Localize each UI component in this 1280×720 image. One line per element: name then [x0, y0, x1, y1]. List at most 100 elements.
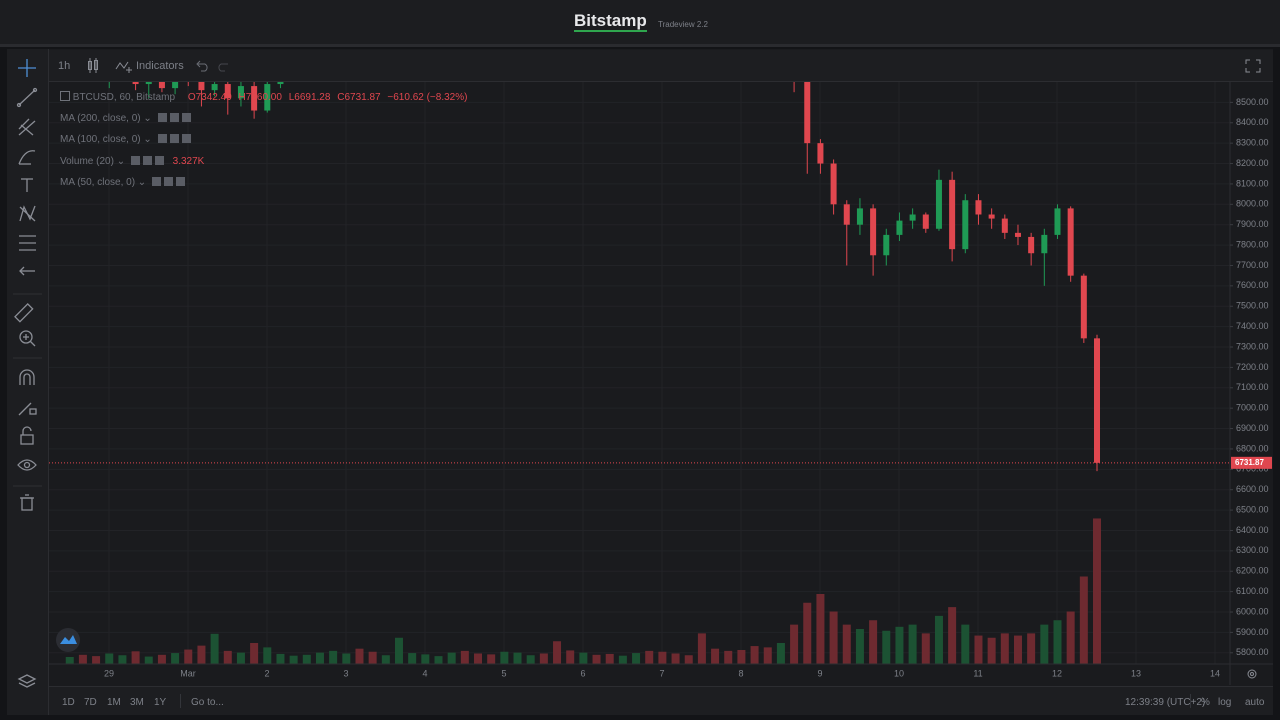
volume-bar — [342, 653, 351, 664]
volume-bar — [553, 641, 562, 664]
x-tick-label: 11 — [973, 668, 982, 678]
volume-bar — [315, 652, 324, 664]
percent-button[interactable]: % — [1201, 697, 1210, 708]
volume-bar — [895, 626, 904, 664]
volume-bar — [157, 654, 166, 664]
candle-body — [843, 204, 850, 225]
volume-bar — [223, 650, 232, 664]
volume-bar — [65, 657, 74, 664]
range-button[interactable]: 7D — [84, 697, 97, 708]
range-button[interactable]: 1Y — [154, 697, 167, 708]
volume-bar — [171, 653, 180, 664]
study-remove[interactable] — [181, 134, 191, 143]
settings-button[interactable] — [1247, 669, 1257, 679]
study-hide[interactable] — [169, 134, 179, 143]
chart-type-button[interactable] — [87, 58, 99, 73]
study-name[interactable]: MA (50, close, 0) — [60, 177, 136, 188]
volume-bar — [460, 650, 469, 664]
pattern-tool[interactable] — [19, 205, 36, 222]
volume-bar — [776, 643, 785, 664]
volume-bar — [513, 652, 522, 664]
study-remove[interactable] — [154, 156, 164, 165]
volume-bar — [882, 630, 891, 664]
goto-button[interactable]: Go to... — [191, 697, 224, 708]
candle-body — [935, 179, 942, 229]
fib-tool[interactable] — [19, 235, 36, 251]
volume-bar — [1066, 611, 1075, 664]
text-tool[interactable] — [21, 178, 33, 192]
indicators-button[interactable]: Indicators — [136, 60, 184, 72]
y-tick-label: 7800.00 — [1236, 239, 1269, 249]
back-tool[interactable] — [19, 266, 35, 276]
study-settings[interactable] — [157, 134, 167, 143]
study-hide[interactable] — [169, 113, 179, 122]
ohlc-label: L — [288, 92, 295, 103]
x-tick-label: 9 — [817, 668, 822, 678]
logo[interactable] — [56, 628, 80, 652]
remove-tool[interactable] — [20, 494, 34, 511]
ohlc-label: H — [238, 92, 246, 103]
plot-area — [49, 82, 1230, 664]
study-hide[interactable] — [163, 177, 173, 186]
candle-body — [1041, 234, 1048, 254]
layers-tool[interactable] — [17, 674, 37, 688]
y-tick-label: 6300.00 — [1236, 545, 1269, 555]
brand[interactable]: Bitstamp — [574, 11, 647, 32]
study-hide[interactable] — [142, 156, 152, 165]
visibility-tool[interactable] — [17, 459, 37, 471]
y-tick-label: 8100.00 — [1236, 178, 1269, 188]
interval-button[interactable]: 1h — [58, 60, 71, 72]
line-tool[interactable] — [16, 87, 38, 108]
y-tick-label: 7500.00 — [1236, 301, 1269, 311]
crosshair-tool[interactable] — [18, 59, 36, 77]
log-button[interactable]: log — [1218, 697, 1232, 708]
auto-button[interactable]: auto — [1245, 697, 1265, 708]
volume-bar — [869, 620, 878, 664]
candle-body — [211, 84, 218, 91]
study-remove[interactable] — [181, 113, 191, 122]
volume-bar — [790, 624, 799, 664]
study-settings[interactable] — [151, 177, 161, 186]
range-button[interactable]: 1D — [62, 697, 75, 708]
fullscreen-button[interactable] — [1245, 59, 1261, 73]
volume-bar — [737, 650, 746, 664]
volume-bar — [1093, 518, 1101, 664]
volume-bar — [302, 654, 311, 664]
ohlc-high: H7360.00 — [239, 92, 282, 103]
grid — [49, 82, 1230, 664]
study-settings[interactable] — [130, 156, 140, 165]
study-name[interactable]: MA (200, close, 0) — [60, 113, 141, 124]
volume-bar — [526, 655, 535, 664]
y-tick-label: 7700.00 — [1236, 260, 1269, 270]
collapse-button[interactable] — [60, 91, 70, 101]
undo-redo[interactable] — [195, 60, 231, 72]
zoom-tool[interactable] — [19, 330, 36, 347]
pitchfork-tool[interactable] — [18, 118, 36, 136]
y-tick-label: 6200.00 — [1236, 566, 1269, 576]
range-button[interactable]: 3M — [130, 697, 144, 708]
volume-bar — [829, 611, 838, 664]
lock-tool[interactable] — [20, 426, 34, 445]
y-tick-label: 5900.00 — [1236, 627, 1269, 637]
y-tick-label: 6600.00 — [1236, 484, 1269, 494]
study-remove[interactable] — [175, 177, 185, 186]
change: −610.62 (−8.32%) — [387, 92, 468, 103]
chart: 5800.00 5900.00 6000.00 6100.00 6200.00 6300.… — [49, 82, 1273, 685]
volume-bar — [1027, 633, 1036, 664]
candle-body — [922, 214, 929, 229]
volume-bar — [263, 647, 272, 664]
range-button[interactable]: 1M — [107, 697, 121, 708]
study-name[interactable]: Volume (20) — [60, 156, 114, 167]
study-settings[interactable] — [157, 113, 167, 122]
candle-body — [1001, 218, 1008, 233]
study-name[interactable]: MA (100, close, 0) — [60, 134, 141, 145]
brush-tool[interactable] — [18, 150, 36, 165]
symbol[interactable]: BTCUSD, 60, Bitstamp — [72, 92, 176, 103]
candle-body — [896, 220, 903, 235]
lock-drawing-tool[interactable] — [18, 402, 37, 416]
indicators-icon[interactable] — [115, 59, 133, 73]
ruler-tool[interactable] — [14, 303, 34, 323]
version: Tradeview 2.2 — [658, 20, 708, 29]
magnet-tool[interactable] — [19, 369, 35, 385]
candle-body — [1014, 232, 1021, 237]
